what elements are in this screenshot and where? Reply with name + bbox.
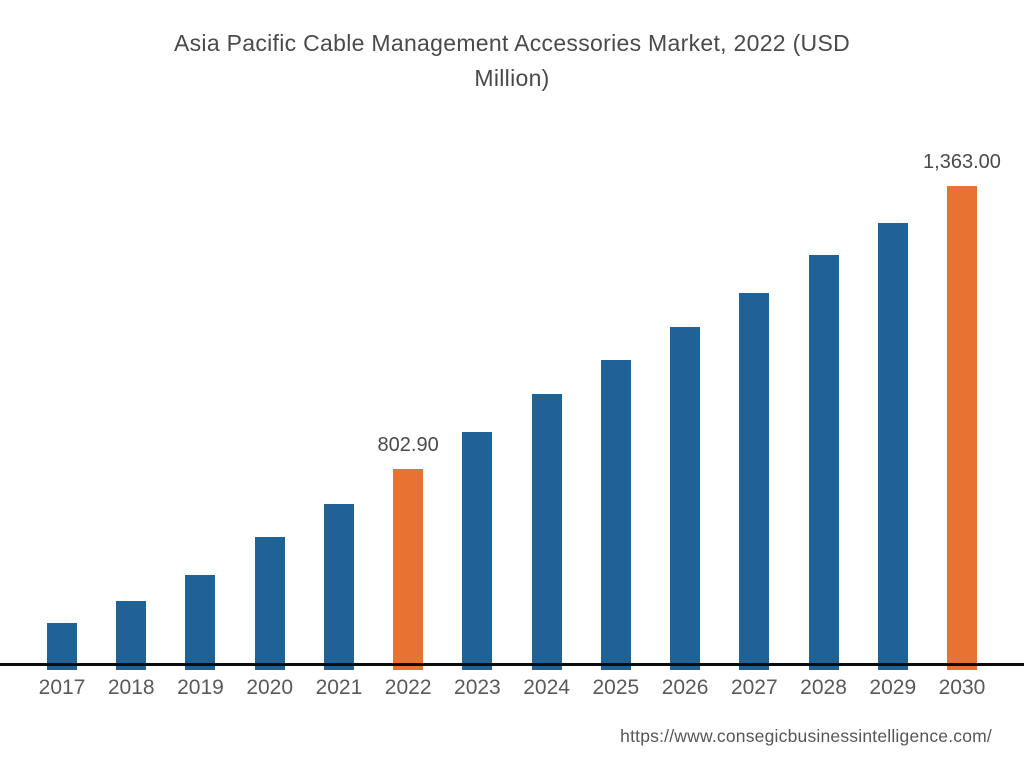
x-tick-2024: 2024	[523, 676, 570, 699]
bar-2030	[946, 186, 977, 670]
bar-2027	[739, 293, 770, 670]
x-tick-2023: 2023	[454, 676, 501, 699]
x-tick-2029: 2029	[869, 676, 917, 699]
x-tick-2028: 2028	[800, 676, 847, 699]
bar-2023	[462, 432, 493, 670]
bar-2024	[531, 394, 562, 670]
x-tick-2019: 2019	[177, 676, 224, 699]
bar-2022	[393, 469, 424, 670]
bar-2018	[116, 601, 147, 670]
bar-2019	[185, 575, 216, 670]
x-tick-2026: 2026	[661, 676, 709, 699]
bar-2025	[600, 360, 631, 670]
value-label-2022: 802.90	[377, 434, 439, 456]
source-url: https://www.consegicbusinessintelligence…	[620, 726, 992, 746]
x-tick-2018: 2018	[107, 676, 155, 699]
x-tick-2022: 2022	[384, 676, 432, 699]
chart-title: Asia Pacific Cable Management Accessorie…	[173, 30, 851, 91]
bar-2017	[47, 623, 77, 670]
bar-2029	[877, 222, 908, 670]
x-tick-2025: 2025	[592, 676, 640, 699]
bar-2026	[670, 327, 701, 670]
x-tick-2030: 2030	[938, 676, 986, 699]
x-tick-2017: 2017	[38, 676, 86, 699]
bar-2020	[254, 537, 285, 670]
value-label-2030: 1,363.00	[923, 151, 1001, 173]
bar-2028	[808, 255, 839, 670]
x-tick-2020: 2020	[246, 676, 294, 699]
x-axis-line	[0, 662, 1024, 666]
x-tick-2021: 2021	[315, 676, 363, 699]
bar-2021	[323, 504, 354, 670]
x-tick-2027: 2027	[730, 676, 778, 699]
